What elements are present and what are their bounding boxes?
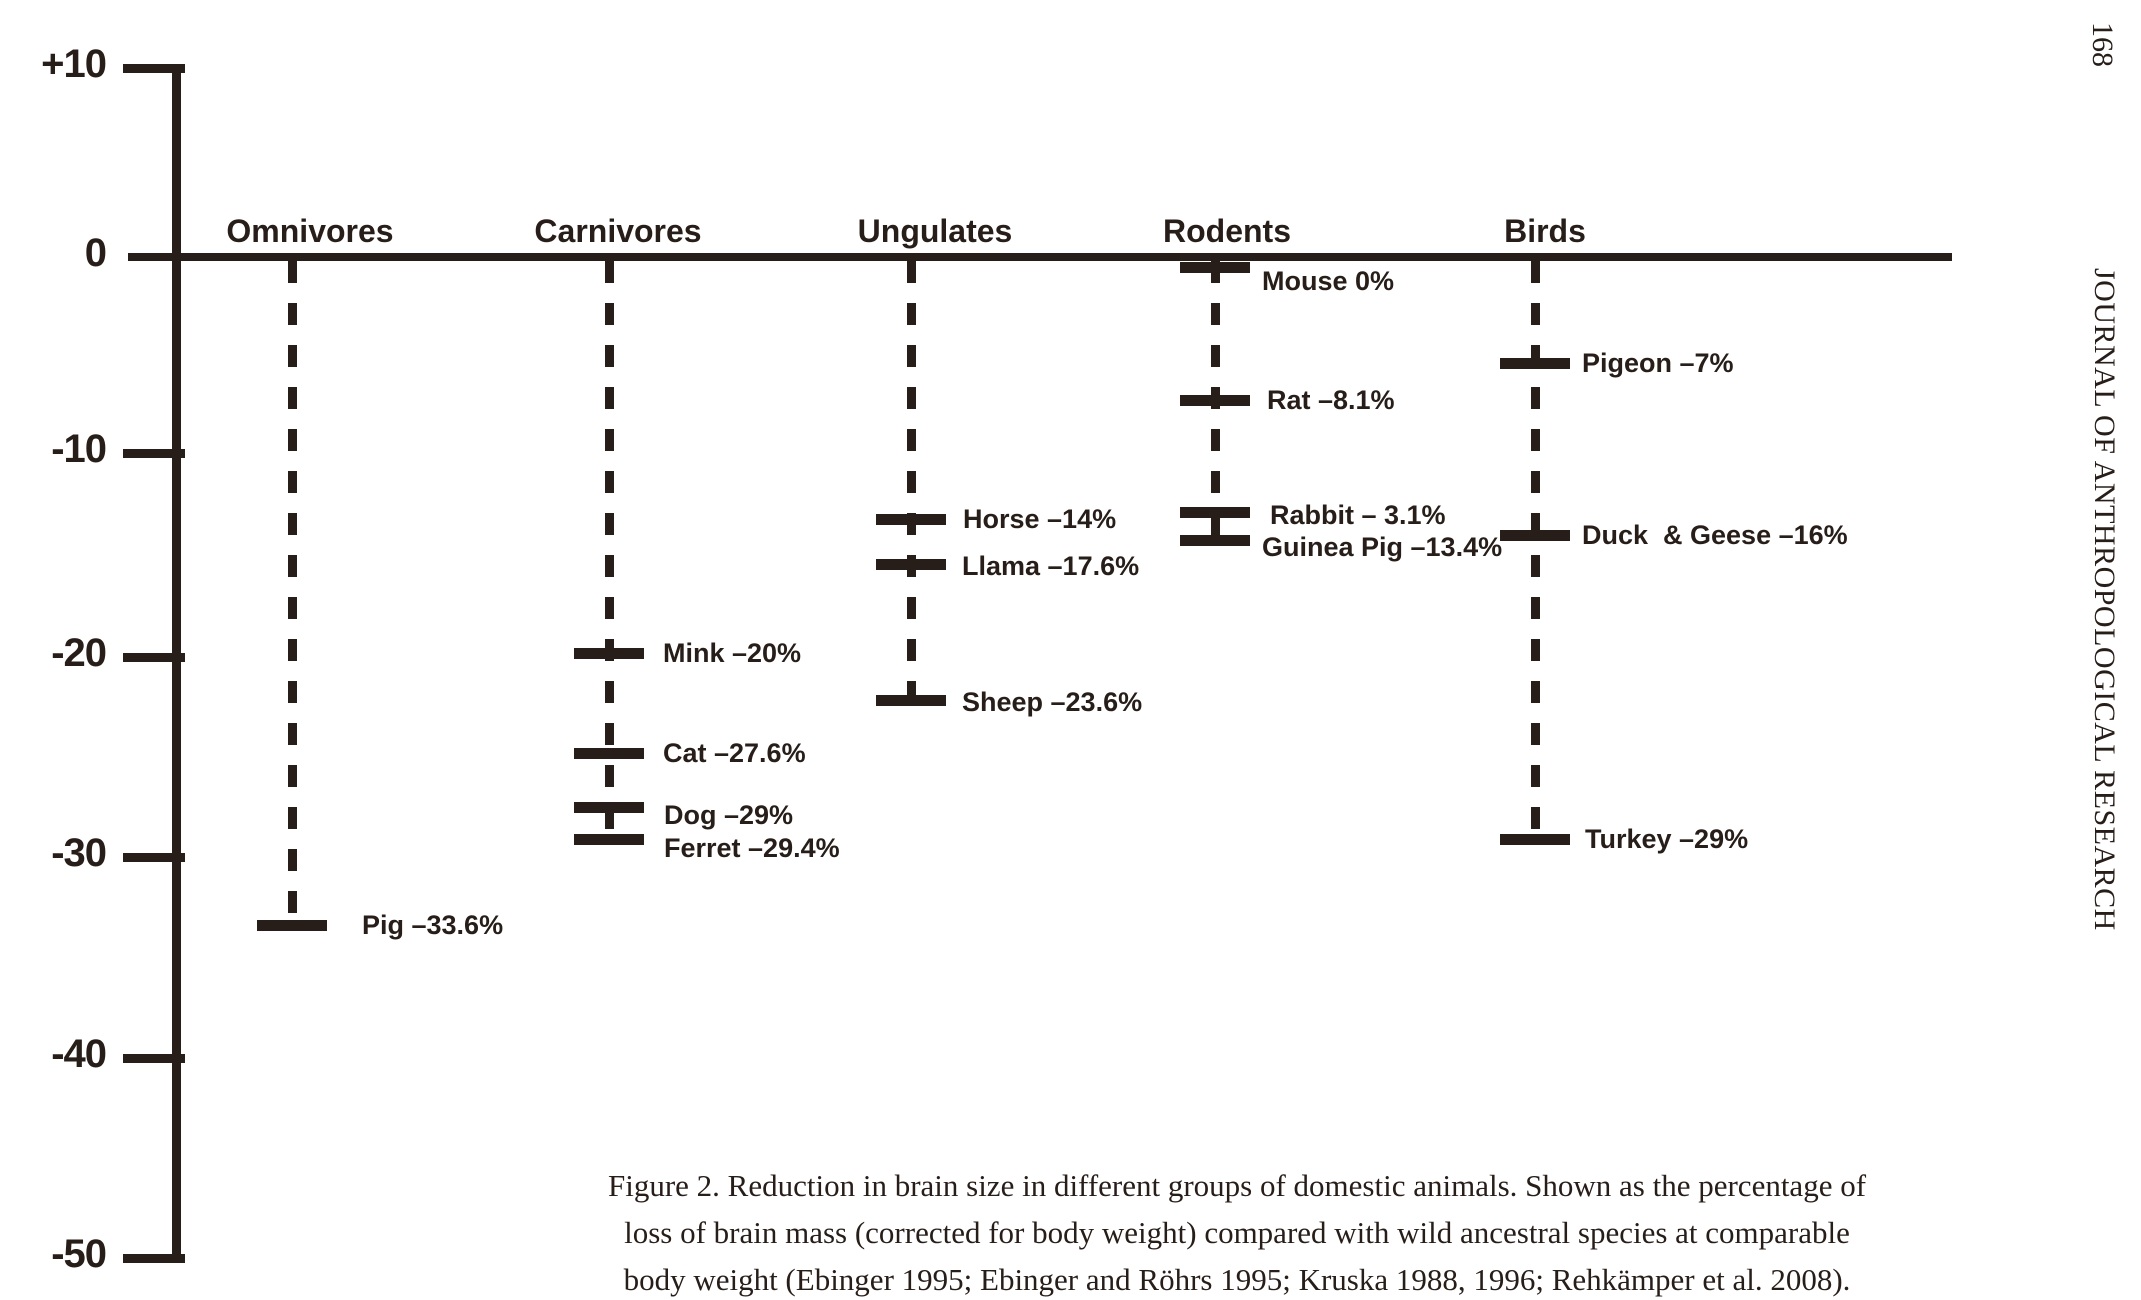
species-label-ferret: Ferret –29.4% — [664, 833, 840, 863]
figure-caption-line-1: Figure 2. Reduction in brain size in dif… — [607, 1168, 1867, 1203]
species-tick-sheep — [876, 695, 946, 706]
figure-caption-line-3: body weight (Ebinger 1995; Ebinger and R… — [623, 1262, 1851, 1297]
species-label-pig: Pig –33.6% — [362, 910, 504, 940]
species-label-rabbit: Rabbit – 3.1% — [1270, 500, 1446, 530]
species-label-dog: Dog –29% — [664, 800, 794, 830]
y-axis-label--40: -40 — [51, 1032, 107, 1076]
y-axis-line — [172, 64, 181, 1262]
species-label-sheep: Sheep –23.6% — [962, 687, 1143, 717]
group-line-birds — [1531, 261, 1540, 840]
group-header-carnivores: Carnivores — [534, 213, 702, 249]
group-line-carnivores — [605, 261, 614, 840]
species-label-guinea-pig: Guinea Pig –13.4% — [1262, 532, 1503, 562]
species-tick-pigeon — [1500, 358, 1570, 369]
species-tick-dog — [574, 802, 644, 813]
species-tick-duck-geese — [1500, 530, 1570, 541]
species-label-duck-geese: Duck & Geese –16% — [1582, 520, 1848, 550]
y-axis-label--30: -30 — [51, 831, 107, 875]
species-tick-turkey — [1500, 834, 1570, 845]
species-tick-pig — [257, 920, 327, 931]
y-axis-tick--10 — [123, 449, 185, 458]
group-header-omnivores: Omnivores — [226, 213, 394, 249]
species-tick-llama — [876, 559, 946, 570]
group-header-ungulates: Ungulates — [857, 213, 1013, 249]
y-axis-label--10: -10 — [51, 427, 107, 471]
species-tick-mink — [574, 648, 644, 659]
y-axis-label--50: -50 — [51, 1232, 107, 1276]
species-tick-ferret — [574, 834, 644, 845]
figure-caption: Figure 2. Reduction in brain size in dif… — [437, 1162, 2037, 1300]
y-axis-tick--20 — [123, 653, 185, 662]
species-label-turkey: Turkey –29% — [1585, 824, 1749, 854]
y-axis-tick--40 — [123, 1054, 185, 1063]
group-header-rodents: Rodents — [1163, 213, 1291, 249]
page-number: 168 — [2086, 22, 2119, 67]
y-axis-label--20: -20 — [51, 631, 107, 675]
species-label-rat: Rat –8.1% — [1267, 385, 1395, 415]
figure-caption-line-2: loss of brain mass (corrected for body w… — [624, 1215, 1850, 1250]
species-label-pigeon: Pigeon –7% — [1582, 348, 1734, 378]
species-tick-horse — [876, 514, 946, 525]
group-line-ungulates — [907, 261, 916, 701]
species-label-mouse: Mouse 0% — [1262, 266, 1395, 296]
zero-baseline — [128, 253, 1952, 261]
species-tick-rabbit — [1180, 507, 1250, 518]
species-tick-mouse — [1180, 262, 1250, 273]
y-axis-label--10: +10 — [41, 42, 107, 86]
y-axis-tick--50 — [123, 1254, 185, 1263]
species-label-cat: Cat –27.6% — [663, 738, 806, 768]
species-tick-rat — [1180, 395, 1250, 406]
species-label-llama: Llama –17.6% — [962, 551, 1140, 581]
chart-area: +10 0 -10 -20 -30 -40 -50 Omnivores Pig –33.6% Ca… — [41, 42, 1952, 1276]
y-axis-tick--10 — [123, 64, 185, 73]
y-axis-tick--30 — [123, 853, 185, 862]
group-line-omnivores — [288, 261, 297, 925]
species-label-horse: Horse –14% — [963, 504, 1117, 534]
species-label-mink: Mink –20% — [663, 638, 802, 668]
group-header-birds: Birds — [1504, 213, 1586, 249]
species-tick-cat — [574, 748, 644, 759]
species-tick-guinea-pig — [1180, 535, 1250, 546]
y-axis-label-0: 0 — [84, 231, 107, 275]
journal-title-sidebar: JOURNAL OF ANTHROPOLOGICAL RESEARCH — [2088, 268, 2121, 931]
